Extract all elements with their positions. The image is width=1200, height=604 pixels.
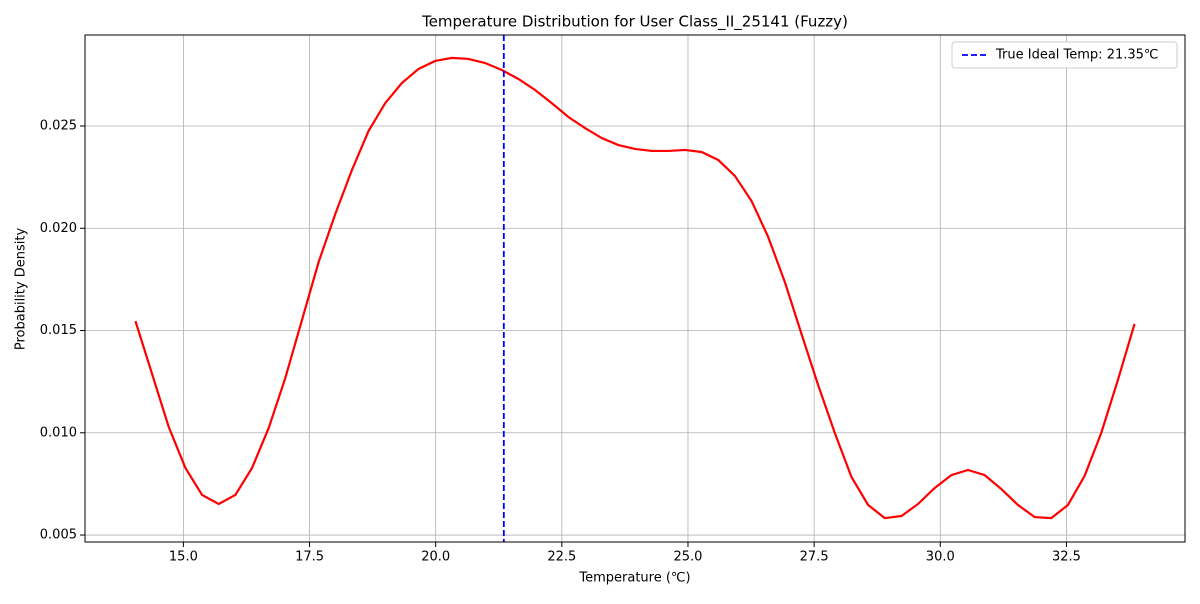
x-tick-label: 17.5	[295, 550, 324, 565]
x-axis-label: Temperature (℃)	[578, 571, 690, 586]
x-tick-label: 25.0	[674, 550, 703, 565]
chart-title: Temperature Distribution for User Class_…	[421, 13, 848, 32]
x-tick-label: 20.0	[421, 550, 450, 565]
plot-frame	[84, 34, 1186, 543]
legend-box	[951, 41, 1178, 69]
y-tick-label: 0.005	[40, 528, 77, 543]
y-tick-label: 0.015	[40, 323, 77, 338]
x-tick-label: 15.0	[169, 550, 198, 565]
y-axis-label: Probability Density	[14, 228, 29, 351]
line-series	[134, 56, 1136, 520]
x-tick-label: 22.5	[547, 550, 576, 565]
x-tick-label: 30.0	[926, 550, 955, 565]
y-tick-label: 0.010	[40, 425, 77, 440]
x-tick-label: 27.5	[800, 550, 829, 565]
x-tick-label: 32.5	[1052, 550, 1081, 565]
y-tick-label: 0.025	[40, 119, 77, 134]
legend-label: True Ideal Temp: 21.35℃	[995, 48, 1159, 63]
y-tick-label: 0.020	[40, 221, 77, 236]
